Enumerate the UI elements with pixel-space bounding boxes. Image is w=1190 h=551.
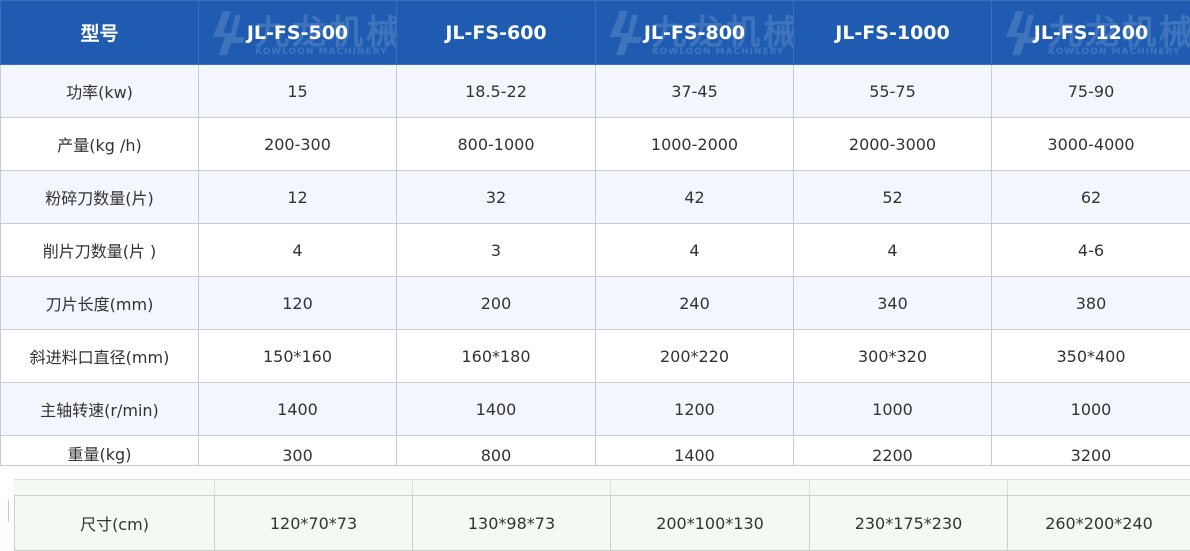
header-label: JL-FS-800 xyxy=(644,22,745,44)
divider xyxy=(8,500,9,522)
table-cell: 1400 xyxy=(199,383,397,436)
table-cell: 12 xyxy=(199,171,397,224)
table-row: 主轴转速(r/min) 1400 1400 1200 1000 1000 xyxy=(1,383,1190,436)
table-cell: 32 xyxy=(397,171,596,224)
header-label: JL-FS-600 xyxy=(445,22,546,44)
table-cell: 18.5-22 xyxy=(397,65,596,118)
spec-table: 型号 九龙机械 KOWLOON MACHINERY JL-FS-500 JL-F… xyxy=(0,0,1190,466)
table-cell: 240 xyxy=(596,277,794,330)
table-cell: 37-45 xyxy=(596,65,794,118)
table-cell: 4 xyxy=(199,224,397,277)
table-cell: 1200 xyxy=(596,383,794,436)
table-row: 重量(kg) 300 800 1400 2200 3200 xyxy=(1,436,1190,466)
row-label: 主轴转速(r/min) xyxy=(1,383,199,436)
divider xyxy=(809,480,810,495)
left-gap xyxy=(0,479,14,550)
table-cell: 1000-2000 xyxy=(596,118,794,171)
divider xyxy=(610,480,611,495)
table-cell: 4 xyxy=(596,224,794,277)
table-cell: 200*220 xyxy=(596,330,794,383)
table-cell: 2000-3000 xyxy=(794,118,992,171)
header-label: JL-FS-500 xyxy=(247,22,348,44)
table-cell: 200 xyxy=(397,277,596,330)
row-label: 重量(kg) xyxy=(1,436,199,466)
table-row: 功率(kw) 15 18.5-22 37-45 55-75 75-90 xyxy=(1,65,1190,118)
table-cell: 120*70*73 xyxy=(215,496,413,551)
header-cell-jl-fs-1200: 九龙机械 KOWLOON MACHINERY JL-FS-1200 xyxy=(992,1,1190,65)
row-label: 功率(kw) xyxy=(1,65,199,118)
table-cell: 350*400 xyxy=(992,330,1190,383)
watermark-sub: KOWLOON MACHINERY xyxy=(652,47,785,57)
watermark-sub: KOWLOON MACHINERY xyxy=(1048,47,1181,57)
table-cell: 42 xyxy=(596,171,794,224)
table-cell: 800-1000 xyxy=(397,118,596,171)
table-cell: 52 xyxy=(794,171,992,224)
header-label: JL-FS-1000 xyxy=(835,22,950,44)
table-cell: 4 xyxy=(794,224,992,277)
header-label: 型号 xyxy=(80,23,118,45)
table-cell: 300*320 xyxy=(794,330,992,383)
table-cell: 3000-4000 xyxy=(992,118,1190,171)
table-cell: 15 xyxy=(199,65,397,118)
header-cell-model: 型号 xyxy=(1,1,199,65)
table-cell: 1000 xyxy=(794,383,992,436)
table-row: 尺寸(cm) 120*70*73 130*98*73 200*100*130 2… xyxy=(15,496,1190,551)
divider xyxy=(1007,480,1008,495)
table-row: 斜进料口直径(mm) 150*160 160*180 200*220 300*3… xyxy=(1,330,1190,383)
header-cell-jl-fs-600: JL-FS-600 xyxy=(397,1,596,65)
table-cell: 4-6 xyxy=(992,224,1190,277)
header-cell-jl-fs-800: 九龙机械 KOWLOON MACHINERY JL-FS-800 xyxy=(596,1,794,65)
size-table: 尺寸(cm) 120*70*73 130*98*73 200*100*130 2… xyxy=(14,495,1190,551)
table-cell: 2200 xyxy=(794,436,992,466)
table-cell: 200-300 xyxy=(199,118,397,171)
row-label: 产量(kg /h) xyxy=(1,118,199,171)
table-cell: 800 xyxy=(397,436,596,466)
header-cell-jl-fs-1000: JL-FS-1000 xyxy=(794,1,992,65)
table-cell: 1400 xyxy=(397,383,596,436)
divider xyxy=(214,480,215,495)
brand-logo-icon xyxy=(602,7,648,59)
row-label: 尺寸(cm) xyxy=(15,496,215,551)
table-cell: 55-75 xyxy=(794,65,992,118)
table-row: 产量(kg /h) 200-300 800-1000 1000-2000 200… xyxy=(1,118,1190,171)
size-row-panel: 尺寸(cm) 120*70*73 130*98*73 200*100*130 2… xyxy=(14,479,1190,551)
table-cell: 230*175*230 xyxy=(810,496,1008,551)
table-cell: 340 xyxy=(794,277,992,330)
table-cell: 3 xyxy=(397,224,596,277)
table-cell: 75-90 xyxy=(992,65,1190,118)
table-cell: 62 xyxy=(992,171,1190,224)
table-cell: 260*200*240 xyxy=(1008,496,1190,551)
table-cell: 300 xyxy=(199,436,397,466)
table-cell: 1000 xyxy=(992,383,1190,436)
row-label: 斜进料口直径(mm) xyxy=(1,330,199,383)
header-cell-jl-fs-500: 九龙机械 KOWLOON MACHINERY JL-FS-500 xyxy=(199,1,397,65)
table-cell: 1400 xyxy=(596,436,794,466)
table-cell: 380 xyxy=(992,277,1190,330)
table-cell: 200*100*130 xyxy=(611,496,810,551)
table-cell: 160*180 xyxy=(397,330,596,383)
brand-logo-icon xyxy=(205,7,251,59)
table-cell: 120 xyxy=(199,277,397,330)
table-cell: 130*98*73 xyxy=(413,496,611,551)
table-row: 削片刀数量(片 ) 4 3 4 4 4-6 xyxy=(1,224,1190,277)
header-row: 型号 九龙机械 KOWLOON MACHINERY JL-FS-500 JL-F… xyxy=(1,1,1190,65)
row-label: 刀片长度(mm) xyxy=(1,277,199,330)
table-row: 刀片长度(mm) 120 200 240 340 380 xyxy=(1,277,1190,330)
header-label: JL-FS-1200 xyxy=(1034,22,1149,44)
row-label: 削片刀数量(片 ) xyxy=(1,224,199,277)
row-label: 粉碎刀数量(片) xyxy=(1,171,199,224)
watermark-sub: KOWLOON MACHINERY xyxy=(255,47,388,57)
strip-dividers xyxy=(14,480,1190,495)
divider xyxy=(412,480,413,495)
table-cell: 3200 xyxy=(992,436,1190,466)
table-row: 粉碎刀数量(片) 12 32 42 52 62 xyxy=(1,171,1190,224)
table-cell: 150*160 xyxy=(199,330,397,383)
